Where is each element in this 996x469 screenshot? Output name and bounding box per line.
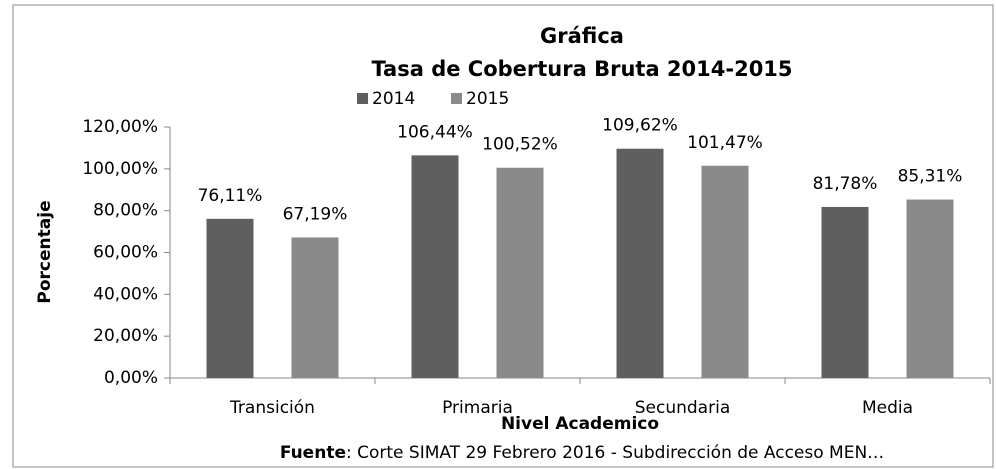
bar — [496, 167, 544, 378]
y-tick-label: 20,00% — [93, 326, 158, 346]
bar — [701, 165, 749, 378]
y-tick-label: 120,00% — [82, 117, 158, 137]
x-tick-label: Secundaria — [635, 398, 730, 418]
data-label: 76,11% — [198, 186, 263, 206]
chart-title: Gráfica — [540, 24, 624, 48]
bar — [411, 155, 459, 378]
data-label: 101,47% — [687, 133, 763, 153]
data-label: 85,31% — [898, 167, 963, 187]
source-text: : Corte SIMAT 29 Febrero 2016 - Subdirec… — [346, 443, 884, 463]
bar — [821, 206, 869, 378]
y-tick-label: 0,00% — [104, 368, 158, 388]
x-tick-label: Primaria — [442, 398, 513, 418]
y-axis-label: Porcentaje — [35, 200, 55, 303]
legend-label: 2015 — [466, 89, 509, 109]
x-tick-label: Media — [862, 398, 913, 418]
data-label: 109,62% — [602, 116, 678, 136]
x-tick-label: Transición — [229, 398, 315, 418]
bar — [206, 218, 254, 378]
legend-swatch — [451, 93, 462, 104]
data-label: 100,52% — [482, 135, 558, 155]
source: Fuente: Corte SIMAT 29 Febrero 2016 - Su… — [280, 443, 884, 463]
y-tick-label: 60,00% — [93, 243, 158, 263]
bar — [291, 237, 339, 378]
data-label: 106,44% — [397, 122, 473, 142]
data-label: 81,78% — [813, 174, 878, 194]
y-tick-label: 100,00% — [82, 159, 158, 179]
y-tick-label: 40,00% — [93, 284, 158, 304]
legend-label: 2014 — [372, 89, 415, 109]
legend-swatch — [357, 93, 368, 104]
bar — [616, 148, 664, 378]
x-axis-label: Nivel Academico — [501, 414, 659, 434]
source-label: Fuente — [280, 443, 346, 463]
y-tick-label: 80,00% — [93, 201, 158, 221]
chart-subtitle: Tasa de Cobertura Bruta 2014-2015 — [371, 57, 792, 81]
data-label: 67,19% — [283, 204, 348, 224]
bar — [906, 199, 954, 378]
